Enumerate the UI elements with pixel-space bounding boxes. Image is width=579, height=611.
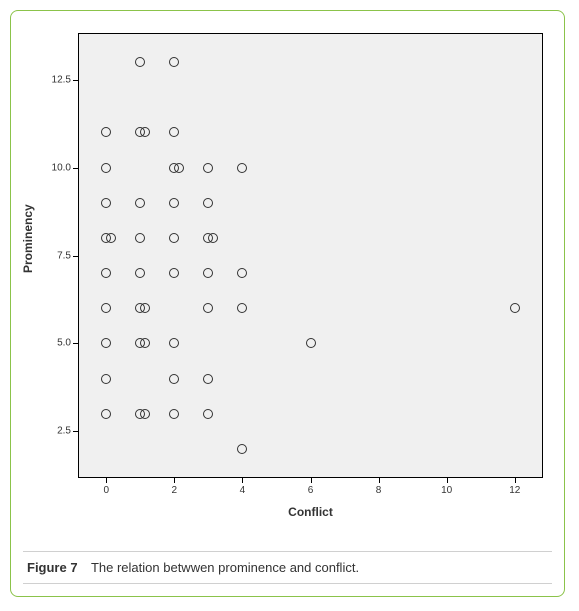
data-point <box>203 163 213 173</box>
data-point <box>106 233 116 243</box>
y-tick <box>73 168 79 169</box>
data-point <box>203 409 213 419</box>
x-tick <box>311 477 312 483</box>
data-point <box>169 268 179 278</box>
y-tick <box>73 256 79 257</box>
data-point <box>101 303 111 313</box>
data-point <box>169 57 179 67</box>
data-point <box>237 303 247 313</box>
y-tick-label: 5.0 <box>57 338 71 349</box>
y-tick-label: 12.5 <box>52 74 71 85</box>
x-axis-title: Conflict <box>288 505 333 519</box>
x-tick-label: 8 <box>376 485 382 496</box>
data-point <box>237 163 247 173</box>
x-tick <box>379 477 380 483</box>
x-tick <box>242 477 243 483</box>
data-point <box>169 338 179 348</box>
data-point <box>140 127 150 137</box>
plot-area <box>79 34 542 477</box>
scatter-chart: Prominency Conflict 2.55.07.510.012.5024… <box>23 23 553 523</box>
x-tick-label: 0 <box>103 485 109 496</box>
caption-text: The relation betwwen prominence and conf… <box>91 560 359 575</box>
x-tick-label: 12 <box>509 485 520 496</box>
data-point <box>169 374 179 384</box>
data-point <box>101 374 111 384</box>
data-point <box>237 444 247 454</box>
x-tick <box>447 477 448 483</box>
data-point <box>169 409 179 419</box>
x-tick-label: 2 <box>172 485 178 496</box>
data-point <box>101 163 111 173</box>
data-point <box>208 233 218 243</box>
y-tick <box>73 343 79 344</box>
data-point <box>203 374 213 384</box>
data-point <box>101 127 111 137</box>
data-point <box>101 338 111 348</box>
figure-container: Prominency Conflict 2.55.07.510.012.5024… <box>10 10 565 597</box>
data-point <box>101 409 111 419</box>
caption-label: Figure 7 <box>27 560 78 575</box>
data-point <box>135 198 145 208</box>
data-point <box>101 268 111 278</box>
x-tick <box>174 477 175 483</box>
data-point <box>169 198 179 208</box>
y-tick-label: 2.5 <box>57 426 71 437</box>
y-tick-label: 7.5 <box>57 250 71 261</box>
y-axis-title: Prominency <box>21 204 35 273</box>
data-point <box>101 198 111 208</box>
data-point <box>174 163 184 173</box>
data-point <box>135 233 145 243</box>
data-point <box>203 198 213 208</box>
x-tick <box>515 477 516 483</box>
y-tick <box>73 80 79 81</box>
data-point <box>203 268 213 278</box>
data-point <box>135 268 145 278</box>
data-point <box>169 127 179 137</box>
y-tick-label: 10.0 <box>52 162 71 173</box>
figure-caption: Figure 7 The relation betwwen prominence… <box>23 551 552 584</box>
chart-frame: Conflict 2.55.07.510.012.5024681012 <box>78 33 543 478</box>
x-tick <box>106 477 107 483</box>
y-tick <box>73 431 79 432</box>
data-point <box>135 57 145 67</box>
x-tick-label: 10 <box>441 485 452 496</box>
x-tick-label: 4 <box>240 485 246 496</box>
data-point <box>140 338 150 348</box>
data-point <box>237 268 247 278</box>
data-point <box>140 303 150 313</box>
data-point <box>510 303 520 313</box>
x-tick-label: 6 <box>308 485 314 496</box>
data-point <box>140 409 150 419</box>
data-point <box>306 338 316 348</box>
data-point <box>169 233 179 243</box>
data-point <box>203 303 213 313</box>
